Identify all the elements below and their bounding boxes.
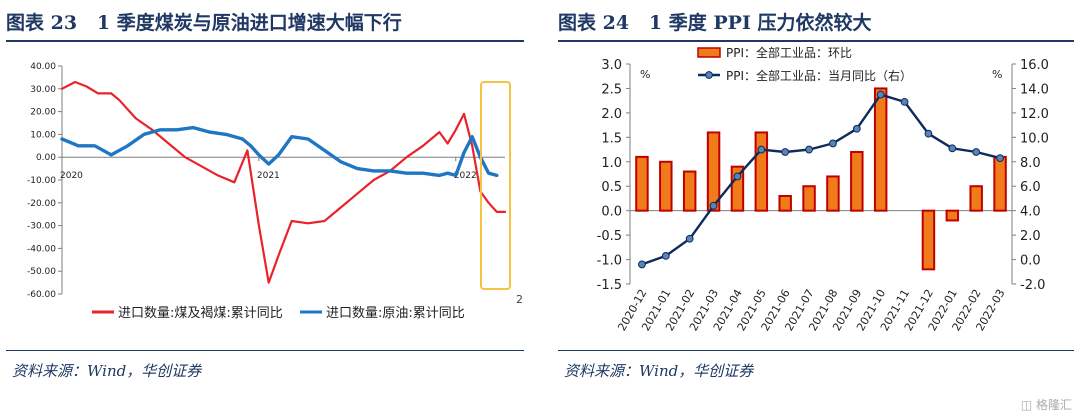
bar xyxy=(945,209,960,222)
legend-swatch-bar xyxy=(697,47,721,58)
title-divider xyxy=(6,40,524,42)
bar xyxy=(993,155,1007,212)
y-tick-label-right: 10.0 xyxy=(1020,131,1049,146)
y-tick-label-left: -0.5 xyxy=(597,229,622,244)
x-year-label: 2020 xyxy=(60,171,83,181)
line-point xyxy=(948,144,957,153)
x-year-label: 2021 xyxy=(257,171,280,181)
line-point xyxy=(972,148,981,156)
line-point xyxy=(924,129,933,138)
series-line-oil xyxy=(60,125,499,178)
bar xyxy=(730,165,745,212)
bar xyxy=(778,195,792,212)
line-point xyxy=(876,90,885,99)
source-note: 资料来源：Wind，华创证券 xyxy=(564,362,754,380)
line-point xyxy=(996,154,1004,163)
legend-swatch-marker xyxy=(705,71,713,79)
y-tick-label: 10.00 xyxy=(30,130,56,140)
highlight-box xyxy=(480,81,511,290)
y-tick-label: 30.00 xyxy=(30,85,56,95)
y-tick-label-right: 16.0 xyxy=(1020,58,1049,73)
chart-title-text: 1 季度煤炭与原油进口增速大幅下行 xyxy=(96,12,402,34)
legend-label: PPI：全部工业品：环比 xyxy=(726,45,852,60)
chart-title-number: 图表 24 xyxy=(558,12,630,34)
title-divider xyxy=(558,40,1074,42)
bar xyxy=(754,131,769,212)
legend-label: PPI：全部工业品：当月同比（右） xyxy=(726,68,912,83)
series-line-yoy xyxy=(641,93,1001,266)
y-tick-label: 0.00 xyxy=(36,153,56,163)
y-tick-label: -50.00 xyxy=(27,267,56,277)
y-tick-label-left: 0.5 xyxy=(601,180,622,195)
source-divider xyxy=(558,350,1074,351)
y-tick-label: -20.00 xyxy=(27,199,56,209)
y-tick-label: -40.00 xyxy=(27,244,56,254)
bar xyxy=(682,170,697,212)
line-point xyxy=(638,260,646,269)
line-point xyxy=(733,172,742,181)
y-tick-label-left: 3.0 xyxy=(601,58,622,73)
y-tick-label-right: 12.0 xyxy=(1020,107,1049,122)
bar xyxy=(659,160,673,212)
y-tick-label-left: -1.5 xyxy=(597,278,622,293)
line-chart: 40.00 30.00 20.00 10.00 0.00 -10.00 -20.00 -30.… xyxy=(27,62,523,321)
series-line-coal xyxy=(60,80,507,284)
line-point xyxy=(852,124,861,133)
y-tick-label-right: 0.0 xyxy=(1020,254,1041,269)
y-tick-label: -60.00 xyxy=(27,290,56,300)
y-unit-right: % xyxy=(992,68,1002,81)
line-point xyxy=(829,139,837,148)
bar xyxy=(873,87,888,212)
line-point xyxy=(781,148,790,156)
x-stub-label: 2 xyxy=(516,293,523,306)
y-tick-label-left: 1.0 xyxy=(601,156,622,171)
chart-title: 图表 23 1 季度煤炭与原油进口增速大幅下行 xyxy=(6,8,402,35)
chart-title-number: 图表 23 xyxy=(6,12,78,34)
source-note: 资料来源：Wind，华创证券 xyxy=(12,362,202,380)
y-tick-label-left: 0.0 xyxy=(601,205,622,220)
bar xyxy=(802,185,816,212)
line-point xyxy=(661,251,670,260)
y-tick-label-right: -2.0 xyxy=(1020,278,1045,293)
y-tick-label-right: 8.0 xyxy=(1020,156,1041,171)
chart-title: 图表 24 1 季度 PPI 压力依然较大 xyxy=(558,8,871,35)
bar xyxy=(826,175,840,212)
bar-line-chart: 3.0 2.5 2.0 1.5 1.0 0.5 0.0 -0.5 -1.0 -1.5 16.0 14.… xyxy=(597,45,1049,333)
y-tick-label-left: -1.0 xyxy=(597,254,622,269)
legend-label: 进口数量:煤及褐煤:累计同比 xyxy=(118,306,283,321)
y-tick-label: -30.00 xyxy=(27,222,56,232)
y-tick-label: -10.00 xyxy=(27,176,56,186)
bar xyxy=(921,209,936,271)
line-point xyxy=(709,201,718,210)
y-tick-label-left: 2.5 xyxy=(601,82,622,97)
chart-title-text: 1 季度 PPI 压力依然较大 xyxy=(648,12,872,34)
line-point xyxy=(900,97,909,106)
line-point xyxy=(685,234,694,243)
bar xyxy=(706,131,721,212)
bar xyxy=(969,185,983,212)
y-tick-label-right: 2.0 xyxy=(1020,229,1041,244)
x-year-label: 2022 xyxy=(454,171,477,181)
legend-label: 进口数量:原油:累计同比 xyxy=(326,306,465,321)
y-tick-label-right: 14.0 xyxy=(1020,82,1049,97)
y-tick-label-left: 2.0 xyxy=(601,107,622,122)
line-point xyxy=(805,145,813,154)
y-tick-label: 20.00 xyxy=(30,108,56,118)
line-point xyxy=(757,145,766,154)
panel-ppi: 图表 24 1 季度 PPI 压力依然较大 3.0 2.5 2.0 1.5 1.0 0.5… xyxy=(552,0,1080,419)
y-tick-label-right: 4.0 xyxy=(1020,205,1041,220)
y-tick-label-right: 6.0 xyxy=(1020,180,1041,195)
source-divider xyxy=(6,350,524,351)
y-tick-label-left: 1.5 xyxy=(601,131,622,146)
panel-coal-oil-imports: 图表 23 1 季度煤炭与原油进口增速大幅下行 40.00 30.00 20.00 1… xyxy=(0,0,530,419)
y-tick-label: 40.00 xyxy=(30,62,56,72)
y-unit-left: % xyxy=(640,68,650,81)
bar xyxy=(850,151,864,212)
bar xyxy=(635,155,649,212)
watermark-logo: ◫ 格隆汇 xyxy=(1020,398,1072,412)
